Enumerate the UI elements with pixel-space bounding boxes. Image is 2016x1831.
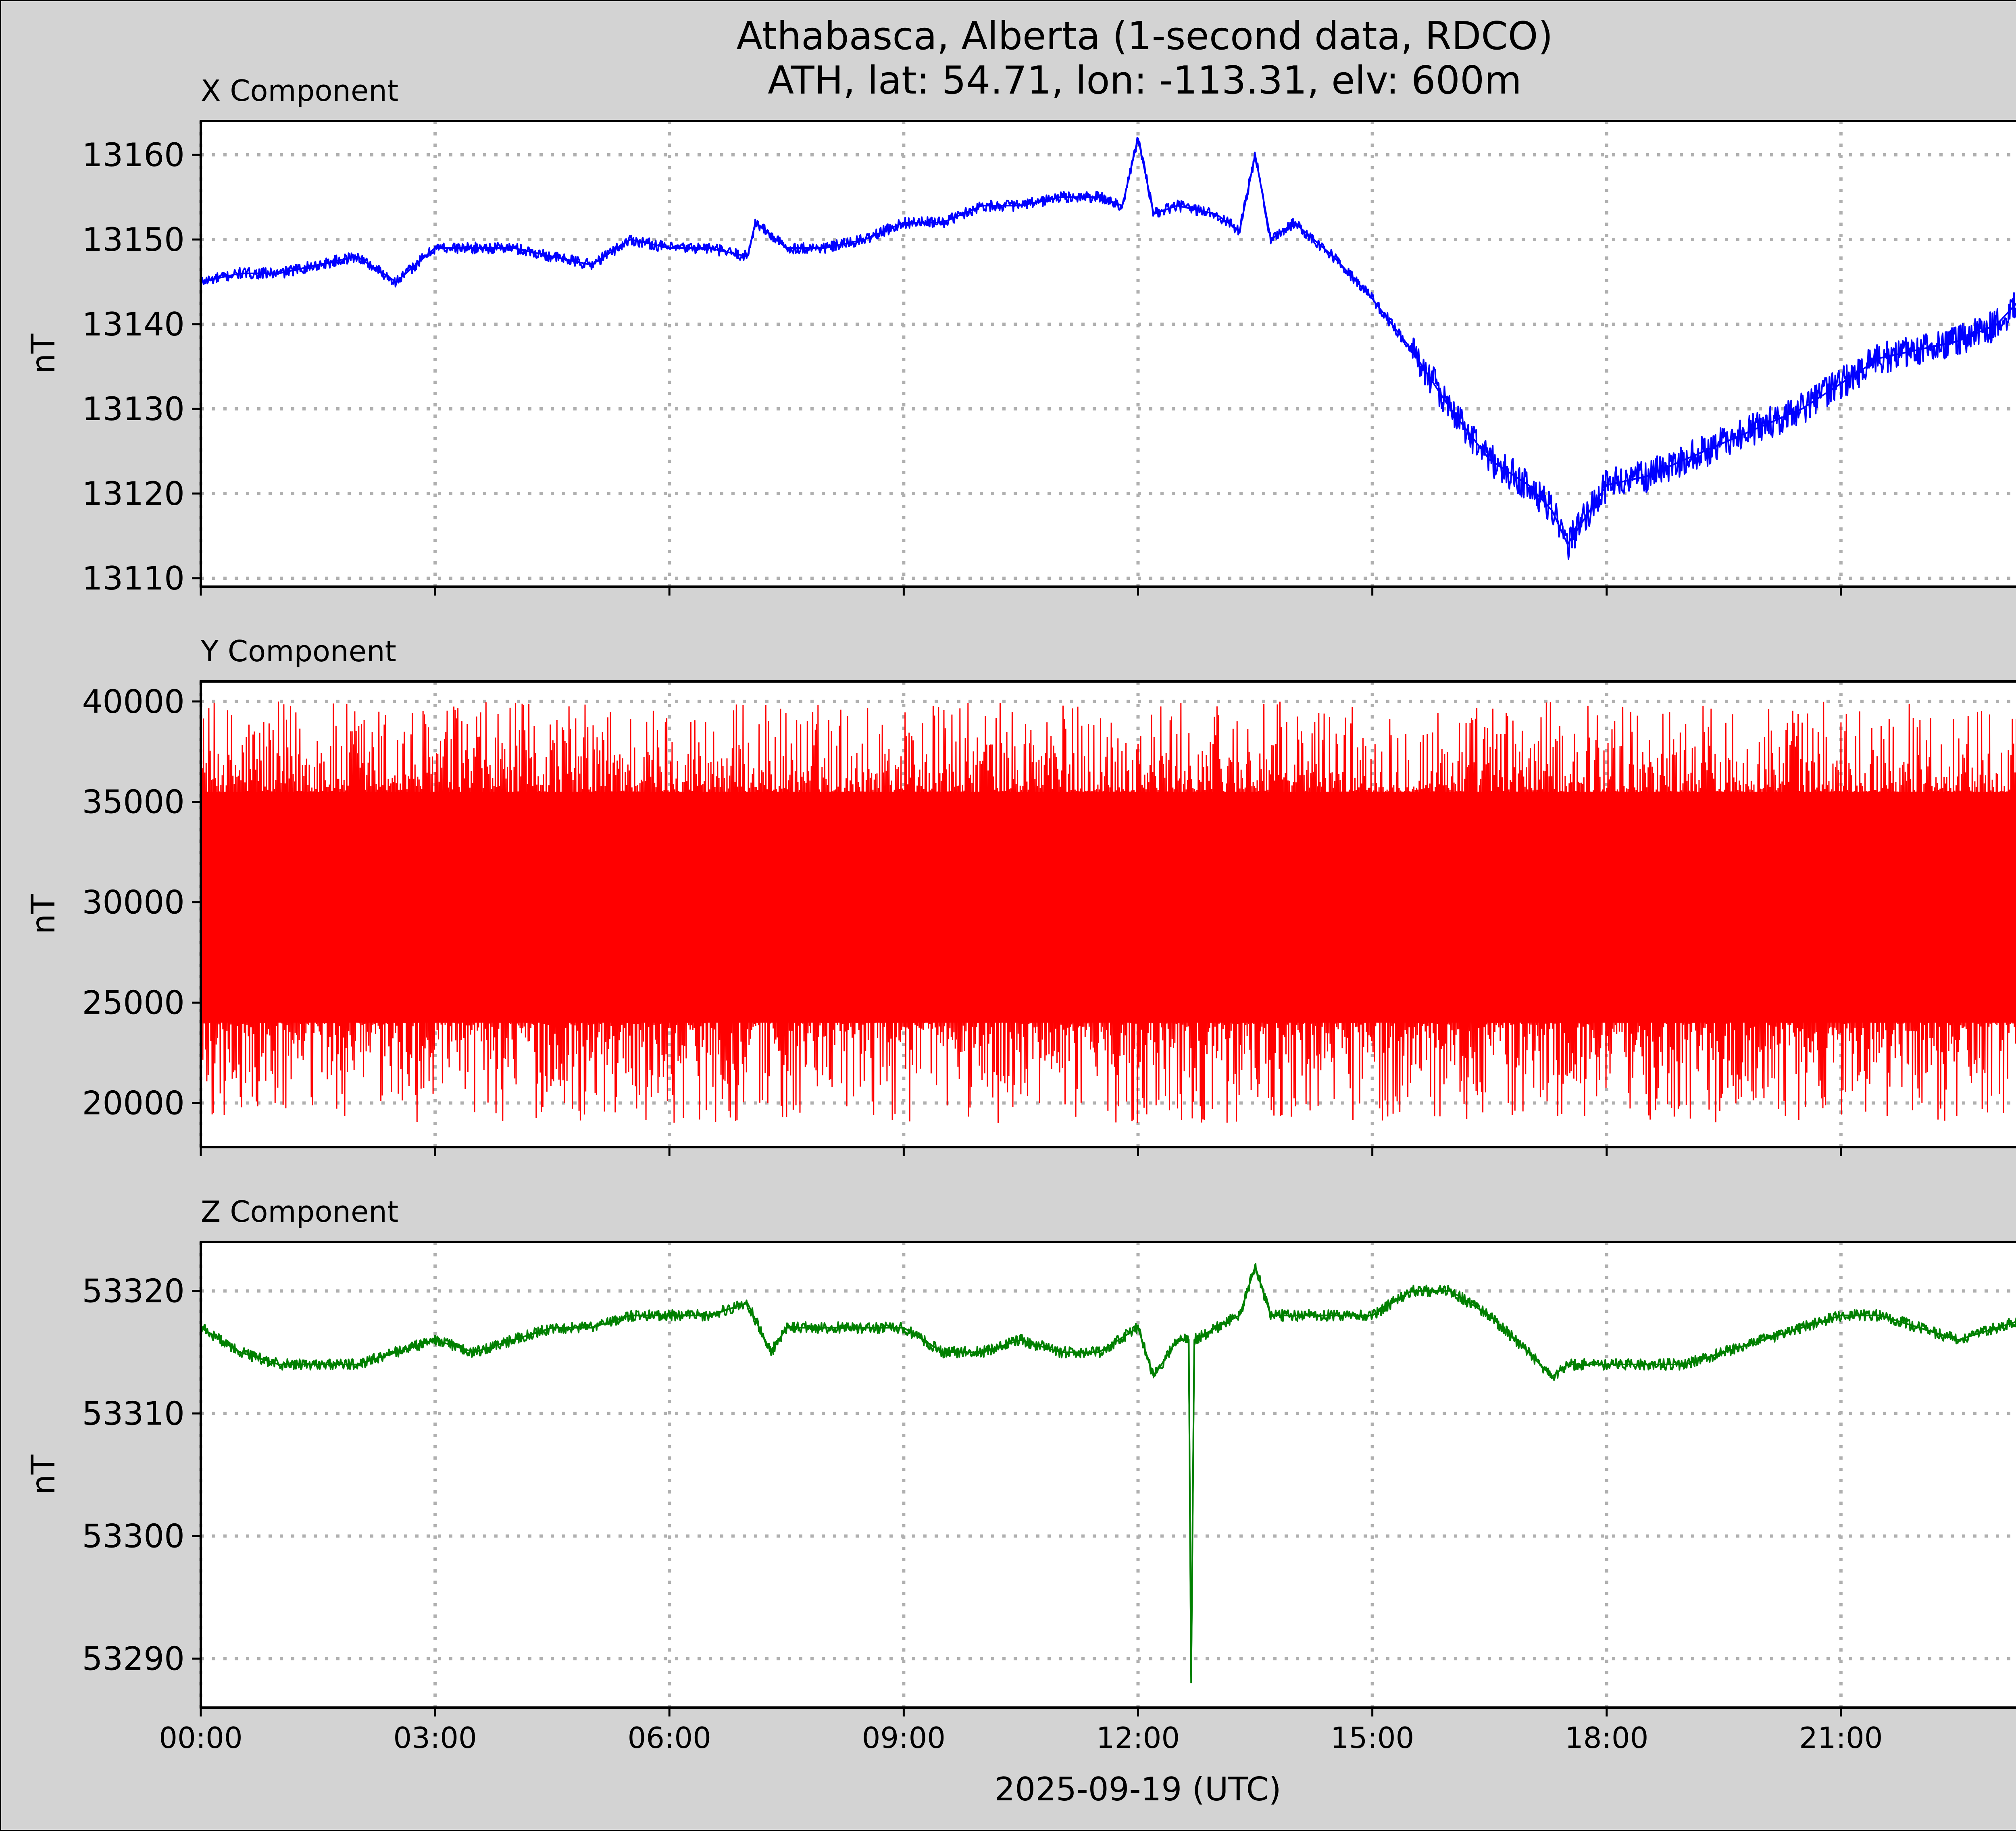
y-tick-label: 35000: [82, 783, 185, 821]
series-line: [201, 137, 2016, 560]
x-tick-label: 18:00: [1565, 1721, 1649, 1755]
y-tick-label: 13140: [82, 306, 185, 343]
series-line: [201, 1263, 2016, 1663]
y-tick-label: 30000: [82, 884, 185, 921]
panel-title: X Component: [201, 74, 398, 108]
panel-2: Y Component nT 20000 25000 30000 35000 40000: [25, 634, 2016, 1156]
panel-1: X Component nT 13110 13120 13130 13140 13150 13…: [25, 74, 2016, 597]
y-tick-label: 53310: [82, 1395, 185, 1433]
x-axis-label: 2025-09-19 (UTC): [994, 1771, 1281, 1808]
x-tick-label: 12:00: [1096, 1721, 1180, 1755]
figure-title-line2: ATH, lat: 54.71, lon: -113.31, elv: 600m: [768, 58, 1522, 103]
x-tick-label: 06:00: [628, 1721, 712, 1755]
y-tick-label: 20000: [82, 1084, 185, 1122]
data-layer: [201, 137, 2016, 560]
plot-area: [201, 121, 2016, 587]
x-tick-label: 00:00: [159, 1721, 243, 1755]
x-tick-label: 03:00: [393, 1721, 477, 1755]
figure-title-line1: Athabasca, Alberta (1-second data, RDCO): [736, 14, 1553, 58]
x-tick-label: 21:00: [1799, 1721, 1883, 1755]
series-anchors: [201, 1264, 2016, 1683]
y-tick-label: 53320: [82, 1273, 185, 1310]
y-tick-label: 13150: [82, 221, 185, 258]
series-line: [201, 701, 2016, 1123]
data-layer: [201, 1263, 2016, 1683]
y-tick-label: 13160: [82, 136, 185, 174]
y-tick-label: 13110: [82, 560, 185, 597]
y-tick-label: 13130: [82, 390, 185, 428]
y-tick-label: 25000: [82, 984, 185, 1022]
plot-area: [201, 1242, 2016, 1708]
y-tick-label: 53300: [82, 1517, 185, 1555]
series-mean: [201, 909, 2016, 916]
y-axis-label: nT: [25, 333, 62, 374]
y-axis-label: nT: [25, 1454, 62, 1495]
panel-title: Y Component: [200, 634, 396, 668]
y-axis-label: nT: [25, 894, 62, 935]
panel-title: Z Component: [201, 1195, 398, 1229]
panels: X Component nT 13110 13120 13130 13140 13150 13…: [25, 74, 2016, 1755]
x-tick-label: 15:00: [1331, 1721, 1414, 1755]
y-tick-label: 40000: [82, 683, 185, 721]
data-layer: [201, 701, 2016, 1123]
panel-3: Z Component nT 53290 53300 53310 53320 00:00 03…: [25, 1195, 2016, 1755]
y-tick-label: 13120: [82, 475, 185, 512]
y-tick-label: 53290: [82, 1640, 185, 1677]
series-anchors: [201, 137, 2016, 546]
x-tick-label: 09:00: [862, 1721, 946, 1755]
